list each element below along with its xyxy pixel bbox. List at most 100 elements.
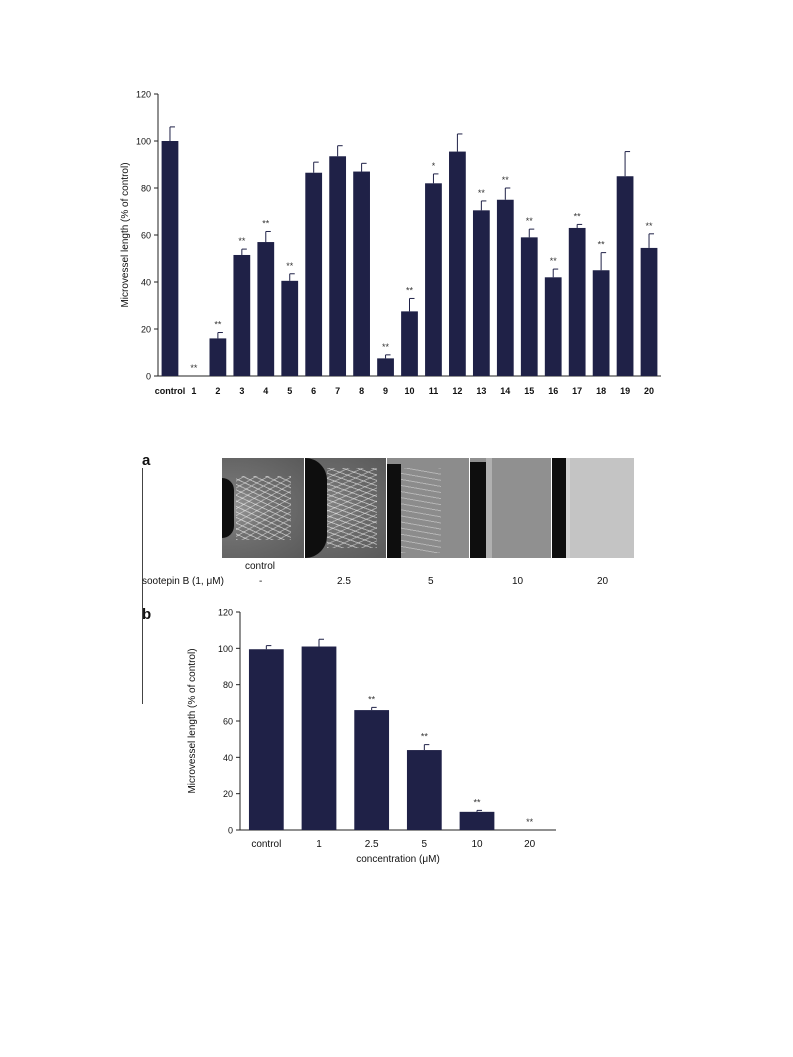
- chart1-y-tick-label-2: 40: [141, 278, 151, 288]
- chart1-significance-label-10: **: [406, 285, 414, 295]
- chart1-bar-15: [520, 237, 538, 376]
- chart1-bar-10: [401, 311, 418, 376]
- chart2-bar-0: [248, 649, 284, 830]
- chart1-significance-label-4: **: [262, 218, 270, 228]
- chart2-category-label-2: 2.5: [365, 839, 379, 850]
- photo-strip: [222, 458, 634, 558]
- chart2-y-tick-label-0: 0: [228, 826, 233, 836]
- chart1-significance-label-18: **: [598, 240, 606, 250]
- chart2-bar-1: [301, 646, 337, 830]
- conc-label-0: -: [259, 576, 263, 587]
- chart2-bar-3: [406, 750, 442, 830]
- chart2-significance-label-5: **: [526, 817, 534, 827]
- chart1-y-tick-label-6: 120: [136, 90, 151, 100]
- photo-5: [387, 458, 469, 558]
- chart1-category-label-16: 16: [548, 386, 558, 396]
- chart1-y-tick-label-5: 100: [136, 137, 151, 147]
- conc-label-4: 20: [597, 576, 609, 587]
- chart1-y-tick-label-4: 80: [141, 184, 151, 194]
- chart1-bar-4: [257, 242, 275, 376]
- row-label: sootepin B (1, μM): [142, 576, 224, 587]
- chart1-bar-19: [616, 176, 634, 376]
- panel-letter-b: b: [142, 606, 152, 623]
- chart1-bar-8: [353, 171, 370, 376]
- photo-caption-control: control: [245, 561, 276, 572]
- chart1-significance-label-11: *: [432, 161, 436, 171]
- chart1-category-label-6: 6: [311, 386, 316, 396]
- chart1-significance-label-17: **: [574, 211, 582, 221]
- chart1-bar-0: [161, 141, 179, 376]
- chart1-bar-2: [209, 338, 227, 376]
- chart1-bar-13: [472, 210, 490, 376]
- chart1-significance-label-16: **: [550, 256, 558, 266]
- chart1-bar-9: [377, 358, 394, 376]
- photo-20: [552, 458, 634, 558]
- chart2-y-axis-title: Microvessel length (% of control): [187, 648, 198, 793]
- chart2-bar-2: [354, 710, 390, 830]
- chart1-bar-6: [305, 172, 323, 376]
- chart1-category-label-7: 7: [335, 386, 340, 396]
- conc-label-3: 10: [512, 576, 524, 587]
- chart1-significance-label-20: **: [646, 221, 654, 231]
- chart2-category-label-1: 1: [316, 839, 322, 850]
- chart1-bar-7: [329, 156, 347, 376]
- chart2-category-label-5: 20: [524, 839, 536, 850]
- chart1-significance-label-3: **: [238, 236, 246, 246]
- chart1-category-label-14: 14: [500, 386, 510, 396]
- chart1-bar-14: [496, 199, 514, 376]
- chart2-category-label-4: 10: [471, 839, 483, 850]
- chart2-y-tick-label-2: 40: [223, 753, 233, 763]
- chart1-category-label-19: 19: [620, 386, 630, 396]
- chart1-bar-3: [233, 254, 251, 376]
- chart1-category-label-1: 1: [191, 386, 196, 396]
- chart2-significance-label-2: **: [368, 694, 376, 704]
- chart1-y-tick-label-1: 20: [141, 325, 151, 335]
- chart2-significance-label-3: **: [421, 732, 429, 742]
- chart1-significance-label-9: **: [382, 342, 390, 352]
- chart1-category-label-20: 20: [644, 386, 654, 396]
- chart1-significance-label-1: **: [190, 363, 198, 373]
- chart2-category-label-3: 5: [422, 839, 428, 850]
- chart1-category-label-15: 15: [524, 386, 534, 396]
- chart1-category-label-18: 18: [596, 386, 606, 396]
- photo-control: [222, 458, 304, 558]
- chart1-significance-label-15: **: [526, 216, 534, 226]
- chart1-significance-label-13: **: [478, 188, 486, 198]
- chart1-bar-17: [568, 227, 586, 376]
- chart1-bar-5: [281, 280, 299, 376]
- chart1-category-label-8: 8: [359, 386, 364, 396]
- chart1-y-axis-title: Microvessel length (% of control): [120, 162, 131, 307]
- chart1-category-label-10: 10: [404, 386, 414, 396]
- chart1-y-tick-label-3: 60: [141, 231, 151, 241]
- chart2-y-tick-label-3: 60: [223, 717, 233, 727]
- chart1-category-label-5: 5: [287, 386, 292, 396]
- chart1-category-label-4: 4: [263, 386, 268, 396]
- panel-divider-line: [142, 468, 143, 704]
- chart2-y-tick-label-4: 80: [223, 680, 233, 690]
- conc-label-2: 5: [428, 576, 434, 587]
- chart1-bar-12: [449, 151, 466, 376]
- chart1-bar-16: [544, 277, 562, 376]
- chart1-category-label-9: 9: [383, 386, 388, 396]
- chart2-bar-4: [459, 811, 495, 830]
- chart1-category-label-13: 13: [476, 386, 486, 396]
- chart2-significance-label-4: **: [473, 797, 481, 807]
- chart2-y-tick-label-5: 100: [218, 644, 233, 654]
- chart1-bar-18: [592, 270, 610, 376]
- chart1-category-label-11: 11: [429, 386, 439, 396]
- chart1-significance-label-5: **: [286, 261, 294, 271]
- chart1-category-label-2: 2: [215, 386, 220, 396]
- chart1-y-tick-label-0: 0: [146, 372, 151, 382]
- chart1-significance-label-14: **: [502, 175, 510, 185]
- chart2-x-axis-title: concentration (μM): [356, 854, 440, 865]
- chart1-bar-20: [640, 247, 658, 376]
- chart2-y-tick-label-1: 20: [223, 789, 233, 799]
- chart1-significance-label-2: **: [214, 320, 222, 330]
- chart1-category-label-17: 17: [572, 386, 582, 396]
- chart1-category-label-0: control: [155, 386, 186, 396]
- photo-10: [469, 458, 552, 558]
- chart2-y-tick-label-6: 120: [218, 608, 233, 618]
- chart2-category-label-0: control: [251, 839, 281, 850]
- conc-label-1: 2.5: [337, 576, 351, 587]
